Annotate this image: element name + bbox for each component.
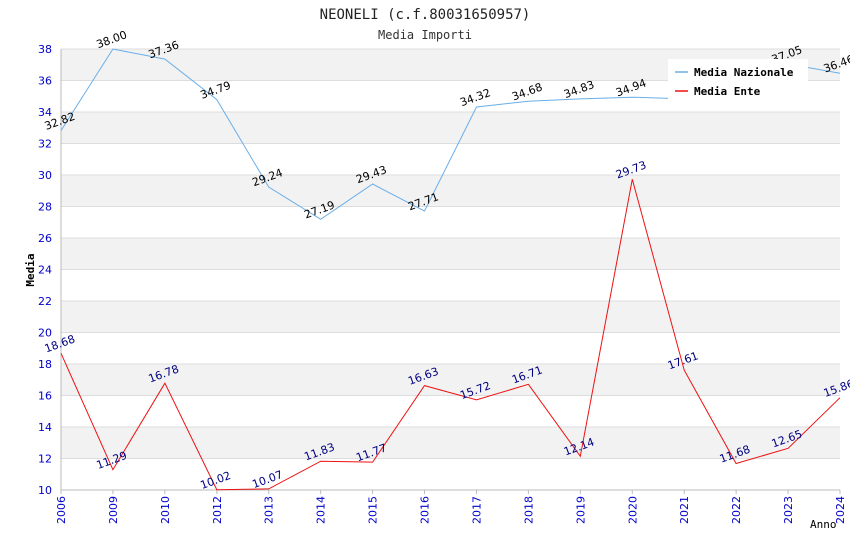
- x-tick-label: 2020: [626, 496, 639, 524]
- x-tick-label: 2019: [574, 496, 587, 524]
- series-line-media-ente: [60, 179, 841, 491]
- x-axis-label: Anno: [810, 518, 837, 531]
- background-band: [61, 301, 840, 333]
- x-tick-labels: 2006 2009 2010 2012 2013 2014 2015 2016 2017 2018…: [55, 496, 847, 524]
- x-tick-label: 2010: [159, 496, 172, 524]
- y-tick-label: 20: [38, 327, 52, 340]
- background-band: [61, 175, 840, 207]
- data-label: 38.00: [95, 28, 129, 51]
- y-tick-label: 18: [38, 358, 52, 371]
- chart-subtitle: Media Importi: [378, 28, 472, 42]
- y-tick-label: 24: [38, 264, 52, 277]
- y-tick-label: 32: [38, 138, 52, 151]
- x-tick-label: 2017: [470, 496, 483, 524]
- y-tick-label: 38: [38, 43, 52, 56]
- legend-box: [668, 59, 808, 101]
- y-tick-label: 26: [38, 232, 52, 245]
- data-label: 34.83: [562, 78, 596, 101]
- y-tick-label: 28: [38, 201, 52, 214]
- legend-label-nazionale: Media Nazionale: [694, 66, 794, 79]
- y-tick-label: 36: [38, 75, 52, 88]
- background-band: [61, 427, 840, 459]
- y-tick-label: 30: [38, 169, 52, 182]
- background-band: [61, 112, 840, 144]
- x-tick-label: 2015: [367, 496, 380, 524]
- axes: [60, 49, 841, 494]
- x-tick-label: 2014: [315, 496, 328, 524]
- y-tick-label: 10: [38, 484, 52, 497]
- x-tick-label: 2023: [782, 496, 795, 524]
- data-label: 10.07: [250, 468, 284, 491]
- y-tick-labels: 10 12 14 16 18 20 22 24 26 28 30 32 34 36 38: [38, 43, 52, 497]
- legend: Media Nazionale Media Ente: [668, 59, 808, 101]
- x-tick-label: 2013: [263, 496, 276, 524]
- x-tick-label: 2018: [522, 496, 535, 524]
- x-tick-label: 2021: [678, 496, 691, 524]
- y-tick-label: 34: [38, 106, 52, 119]
- y-tick-label: 22: [38, 295, 52, 308]
- legend-label-ente: Media Ente: [694, 85, 761, 98]
- y-tick-label: 16: [38, 390, 52, 403]
- background-band: [61, 238, 840, 270]
- x-tick-label: 2024: [834, 496, 847, 524]
- x-tick-label: 2016: [419, 496, 432, 524]
- x-tick-label: 2012: [211, 496, 224, 524]
- y-axis-label: Media: [24, 253, 37, 286]
- x-tick-label: 2022: [730, 496, 743, 524]
- y-tick-label: 14: [38, 421, 52, 434]
- data-label: 10.02: [199, 469, 233, 492]
- x-tick-label: 2006: [55, 496, 68, 524]
- background-bands: [61, 49, 840, 459]
- background-band: [61, 364, 840, 396]
- data-label: 34.68: [510, 81, 544, 104]
- chart-title: NEONELI (c.f.80031650957): [320, 7, 531, 23]
- x-tick-label: 2009: [107, 496, 120, 524]
- y-tick-label: 12: [38, 453, 52, 466]
